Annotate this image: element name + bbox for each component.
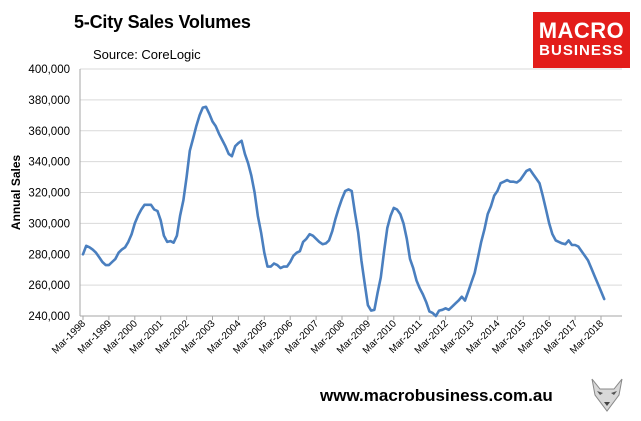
y-tick-label: 260,000 [28,280,70,292]
macrobusiness-logo: MACRO BUSINESS [533,12,630,68]
y-tick-label: 240,000 [28,311,70,323]
y-tick-label: 340,000 [28,157,70,169]
y-axis-title: Annual Sales [9,154,23,230]
wolf-logo-icon [591,378,623,412]
logo-line-1: MACRO [538,18,625,43]
y-tick-label: 300,000 [28,218,70,230]
y-tick-label: 320,000 [28,188,70,200]
logo-line-2: BUSINESS [539,42,624,59]
chart-title: 5-City Sales Volumes [74,12,251,32]
chart-source: Source: CoreLogic [93,47,201,62]
series-line [81,105,606,318]
footer-url[interactable]: www.macrobusiness.com.au [320,386,553,405]
y-tick-label: 280,000 [28,249,70,261]
y-tick-label: 380,000 [28,95,70,107]
y-tick-label: 400,000 [28,64,70,76]
y-tick-label: 360,000 [28,126,70,138]
